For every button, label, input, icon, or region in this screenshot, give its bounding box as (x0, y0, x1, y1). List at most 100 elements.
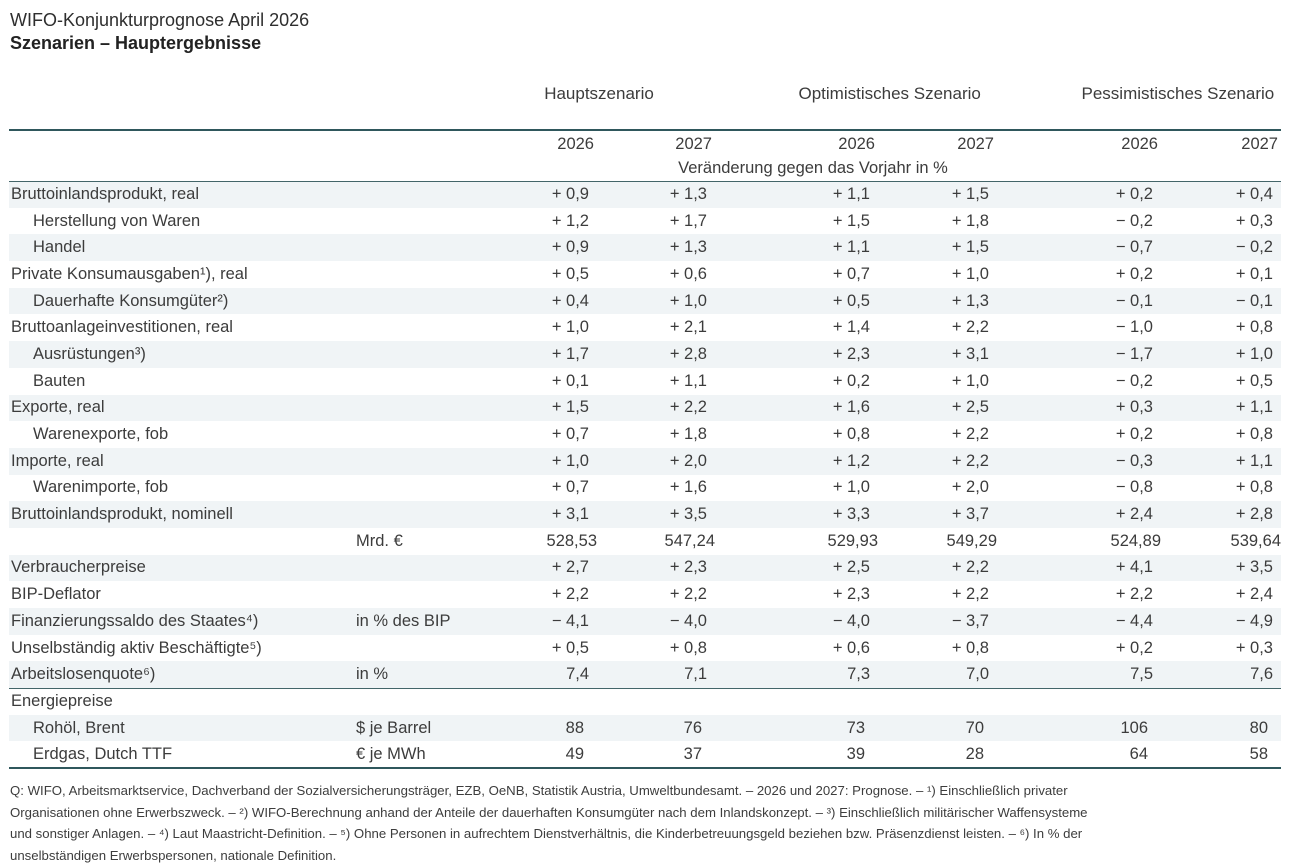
value-cell: + 2,2 (951, 425, 989, 444)
report-subtitle: Szenarien – Hauptergebnisse (10, 33, 262, 53)
change-note-spacer (9, 157, 345, 182)
row-unit (345, 581, 483, 608)
value-cell (1161, 688, 1281, 715)
table-header: Hauptszenario Optimistisches Szenario Pe… (9, 82, 1281, 182)
row-label: Warenimporte, fob (33, 478, 169, 497)
value-cell (878, 688, 997, 715)
value-cell: + 0,8 (1235, 478, 1273, 497)
value-cell: + 3,5 (669, 505, 707, 524)
value-cell: + 2,3 (832, 344, 870, 363)
source-footnote: Q: WIFO, Arbeitsmarktservice, Dachverban… (10, 780, 1282, 866)
value-cell: + 1,5 (951, 238, 989, 257)
value-cell: 58 (1161, 741, 1281, 770)
row-label: Dauerhafte Konsumgüter²) (33, 291, 229, 310)
scenarios-table: Hauptszenario Optimistisches Szenario Pe… (9, 82, 1281, 770)
scenario-header-main: Hauptszenario (483, 82, 715, 131)
change-note: Veränderung gegen das Vorjahr in % (345, 157, 1281, 182)
row-label: Bruttoanlageinvestitionen, real (11, 318, 233, 337)
value-cell: + 0,1 (551, 371, 589, 390)
table-row: Bauten + 0,1 + 1,1 + 0,2 + 1,0 − 0,2 + 0,5 (9, 368, 1281, 395)
value-cell: 528,53 (546, 531, 597, 550)
value-cell: + 2,5 (951, 398, 989, 417)
value-cell: + 1,7 (551, 344, 589, 363)
table-row: Importe, real + 1,0 + 2,0 + 1,2 + 2,2 − 0,3 + … (9, 447, 1281, 475)
value-cell: + 1,5 (951, 185, 989, 204)
value-cell: + 1,8 (669, 425, 707, 444)
value-cell: + 0,4 (1235, 185, 1273, 204)
year-header: 2027 (675, 134, 712, 153)
row-unit: in % des BIP (356, 611, 451, 630)
value-cell: 37 (597, 741, 715, 770)
year-header: 2027 (1241, 134, 1278, 153)
value-cell: 7,6 (1161, 661, 1281, 689)
value-cell: + 1,7 (669, 211, 707, 230)
value-cell: + 0,9 (551, 185, 589, 204)
value-cell: + 1,3 (669, 238, 707, 257)
value-cell: + 0,7 (551, 478, 589, 497)
row-label: Warenexporte, fob (33, 425, 169, 444)
value-cell (483, 688, 597, 715)
value-cell: + 0,5 (1235, 371, 1273, 390)
value-cell: − 0,2 (1115, 211, 1153, 230)
value-cell: 7,0 (878, 661, 997, 689)
value-cell: − 0,3 (1115, 451, 1153, 470)
row-unit (345, 368, 483, 395)
scenario-header-row: Hauptszenario Optimistisches Szenario Pe… (9, 82, 1281, 131)
value-cell: + 4,1 (1115, 558, 1153, 577)
value-cell: + 1,4 (832, 318, 870, 337)
value-cell: − 4,4 (1115, 611, 1153, 630)
row-unit (345, 501, 483, 528)
value-cell: + 2,2 (669, 398, 707, 417)
value-cell: − 0,2 (1235, 238, 1273, 257)
row-unit (345, 341, 483, 368)
value-cell: 529,93 (827, 531, 878, 550)
value-cell: 28 (878, 741, 997, 770)
table-row: Erdgas, Dutch TTF € je MWh 49 37 39 28 64 58 (9, 741, 1281, 770)
header-spacer (9, 82, 483, 131)
value-cell: + 1,0 (669, 291, 707, 310)
scenario-header-pessimistic-label: Pessimistisches Szenario (1081, 84, 1275, 103)
value-cell: + 2,3 (832, 585, 870, 604)
value-cell: + 2,8 (1235, 505, 1273, 524)
table-row: Warenimporte, fob + 0,7 + 1,6 + 1,0 + 2,0 − 0… (9, 475, 1281, 502)
table-row: Handel + 0,9 + 1,3 + 1,1 + 1,5 − 0,7 − 0,2 (9, 234, 1281, 262)
value-cell: 76 (683, 718, 702, 737)
table-row: Exporte, real + 1,5 + 2,2 + 1,6 + 2,5 + 0,3 + … (9, 394, 1281, 422)
value-cell: 73 (846, 718, 865, 737)
value-cell: + 3,3 (832, 505, 870, 524)
scenario-header-pessimistic: Pessimistisches Szenario (997, 82, 1281, 131)
value-cell: 70 (965, 718, 984, 737)
value-cell: + 2,2 (951, 318, 989, 337)
value-cell: + 0,8 (832, 425, 870, 444)
table-body: Bruttoinlandsprodukt, real + 0,9 + 1,3 + 1,… (9, 181, 1281, 770)
value-cell: + 0,2 (1115, 264, 1153, 283)
value-cell: − 0,1 (1235, 291, 1273, 310)
row-unit: $ je Barrel (356, 718, 432, 737)
value-cell: + 0,5 (551, 638, 589, 657)
value-cell: + 2,2 (669, 585, 707, 604)
value-cell: + 2,3 (669, 558, 707, 577)
row-label: Verbraucherpreise (11, 558, 146, 577)
value-cell: + 1,1 (832, 185, 870, 204)
value-cell: + 2,0 (669, 451, 707, 470)
row-unit (345, 688, 483, 715)
year-header-row: 2026 2027 2026 2027 2026 2027 (9, 130, 1281, 157)
table-row: Bruttoanlageinvestitionen, real + 1,0 + 2,… (9, 314, 1281, 341)
year-header: 2026 (1121, 134, 1158, 153)
value-cell: + 2,2 (1115, 585, 1153, 604)
value-cell: + 1,1 (1235, 451, 1273, 470)
value-cell: + 2,2 (951, 451, 989, 470)
value-cell: + 0,2 (1115, 638, 1153, 657)
value-cell: 7,5 (997, 661, 1161, 689)
table-row: Rohöl, Brent $ je Barrel 88 76 73 70 106 80 (9, 714, 1281, 742)
value-cell: + 0,3 (1235, 638, 1273, 657)
value-cell: + 1,8 (951, 211, 989, 230)
value-cell: 49 (483, 741, 597, 770)
value-cell: 549,29 (946, 531, 997, 550)
value-cell: − 4,0 (669, 611, 707, 630)
value-cell: + 2,2 (551, 585, 589, 604)
value-cell: + 1,5 (551, 398, 589, 417)
row-label: Bruttoinlandsprodukt, nominell (11, 505, 233, 524)
value-cell: + 1,3 (951, 291, 989, 310)
